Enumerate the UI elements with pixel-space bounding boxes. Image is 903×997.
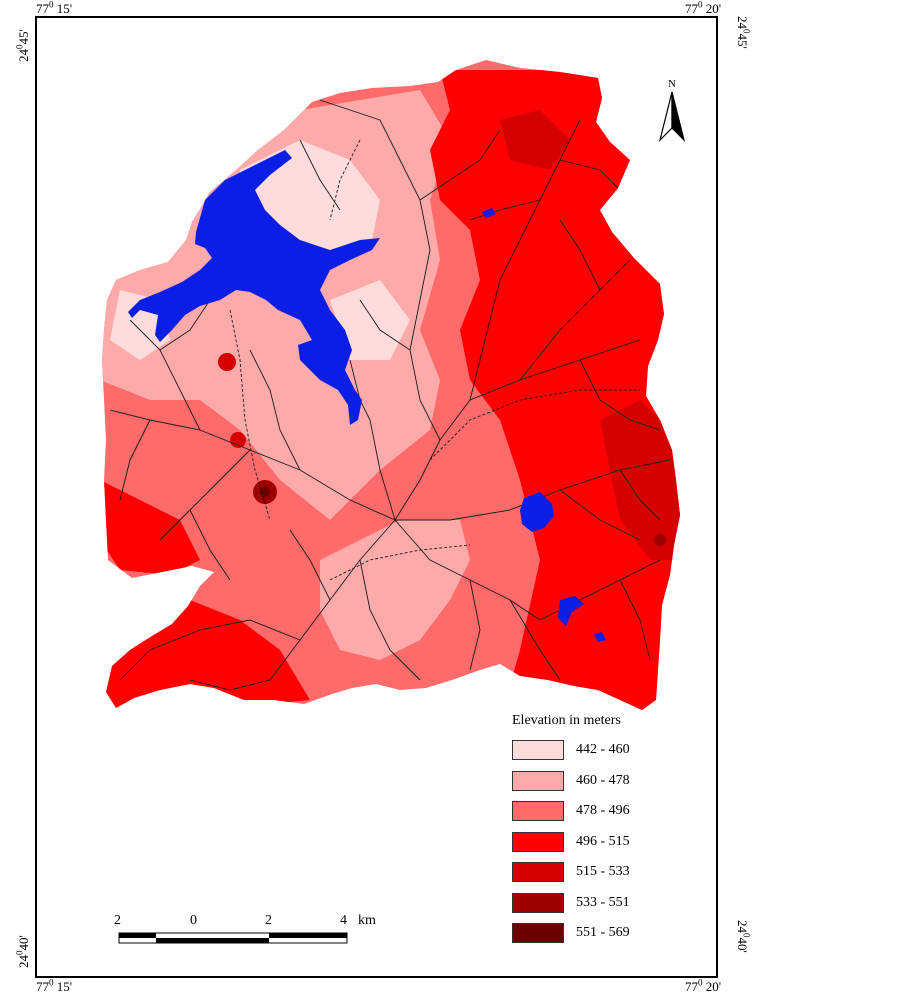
legend-label: 460 - 478 xyxy=(576,772,630,788)
scale-unit: km xyxy=(358,913,376,928)
sub-watershed-boundaries xyxy=(229,139,640,581)
legend-swatch xyxy=(512,892,564,913)
legend: Elevation in meters 442 - 460 460 - 478 … xyxy=(512,713,662,953)
main-reservoir xyxy=(128,150,380,425)
elevation-zone-442-460-center xyxy=(330,280,410,360)
legend-label: 496 - 515 xyxy=(576,833,630,849)
legend-label: 515 - 533 xyxy=(576,864,630,879)
pond-southeast xyxy=(594,632,606,642)
elevation-zone-515-533-hill-b xyxy=(218,353,236,371)
water-bodies xyxy=(128,150,606,642)
lon-label-bottom-right: 770 20' xyxy=(685,977,722,994)
lon-label-top-right: 770 20' xyxy=(685,0,722,16)
elevation-zone-533-551-east xyxy=(654,534,666,546)
legend-label: 551 - 569 xyxy=(576,925,630,940)
scale-label: 0 xyxy=(190,913,197,928)
legend-swatch xyxy=(512,862,564,882)
legend-item: 515 - 533 xyxy=(512,861,662,883)
legend-label: 442 - 460 xyxy=(576,742,630,757)
map-frame xyxy=(35,16,718,978)
reservoir-east xyxy=(520,492,554,532)
legend-label: 478 - 496 xyxy=(576,803,630,818)
scale-bar-graphic xyxy=(118,932,348,944)
lon-label-top-left: 770 15' xyxy=(36,0,73,16)
elevation-zone-496-515-west xyxy=(102,480,200,575)
legend-item: 496 - 515 xyxy=(512,831,662,853)
legend-item: 442 - 460 xyxy=(512,739,662,761)
pond-northeast xyxy=(482,208,496,218)
legend-swatch xyxy=(512,831,564,852)
elevation-zone-460-478-south xyxy=(320,520,470,660)
legend-swatch xyxy=(512,740,564,760)
legend-title: Elevation in meters xyxy=(512,713,621,728)
legend-item: 478 - 496 xyxy=(512,800,662,822)
drainage-network xyxy=(109,99,671,691)
reservoir-southeast xyxy=(558,596,584,626)
scale-label: 2 xyxy=(265,913,272,928)
legend-swatch xyxy=(512,801,564,821)
legend-item: 551 - 569 xyxy=(512,922,662,944)
north-arrow: N xyxy=(656,78,688,144)
legend-swatch xyxy=(512,770,564,791)
north-label: N xyxy=(668,78,676,90)
scale-label: 4 xyxy=(340,913,347,928)
scale-label: 2 xyxy=(114,913,121,928)
elevation-zone-515-533-north xyxy=(500,110,570,170)
legend-item: 533 - 551 xyxy=(512,892,662,914)
lon-label-bottom-left: 770 15' xyxy=(36,977,73,994)
north-arrow-icon xyxy=(658,91,686,142)
legend-item: 460 - 478 xyxy=(512,770,662,792)
scale-bar: 2 0 2 4 km xyxy=(114,913,418,953)
legend-label: 533 - 551 xyxy=(576,894,630,910)
legend-swatch xyxy=(512,923,564,943)
